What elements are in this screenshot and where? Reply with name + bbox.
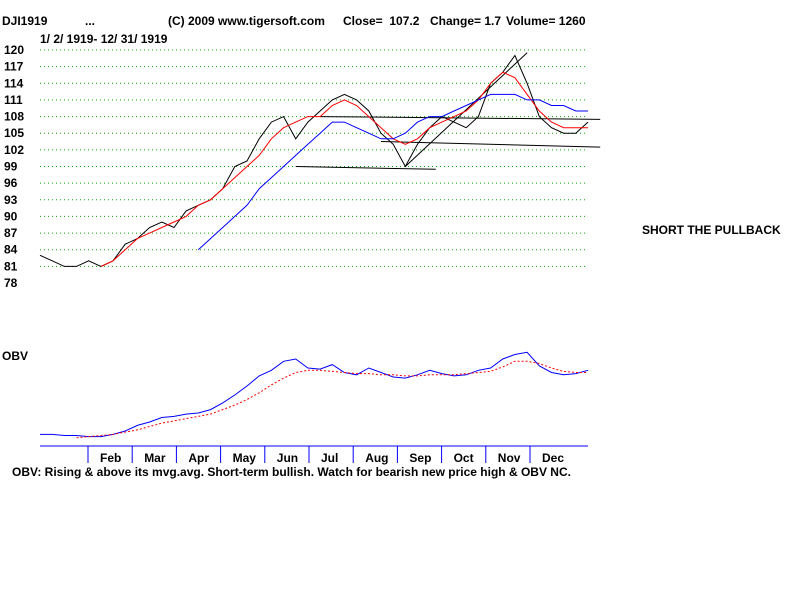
volume-label: Volume= 1260 [506, 14, 586, 28]
symbol-label: DJI1919 [2, 14, 48, 28]
y-tick-105: 105 [4, 126, 24, 140]
month-label-Oct: Oct [454, 451, 474, 465]
month-axis: Feb Mar Apr May Jun Jul Aug Sep Oct Nov Dec [40, 445, 588, 465]
y-tick-111: 111 [4, 93, 23, 107]
date-range-label: 1/ 2/ 1919- 12/ 31/ 1919 [40, 32, 168, 46]
short-the-pullback-annotation: SHORT THE PULLBACK [642, 223, 781, 237]
y-tick-120: 120 [4, 43, 24, 57]
obv-line [40, 351, 589, 438]
month-label-May: May [233, 451, 257, 465]
trend-lines [295, 52, 601, 170]
month-label-Aug: Aug [365, 451, 388, 465]
y-tick-108: 108 [4, 110, 24, 124]
y-tick-102: 102 [4, 143, 24, 157]
y-tick-84: 84 [4, 243, 18, 257]
long-ma-line [197, 93, 588, 251]
month-label-Apr: Apr [188, 451, 209, 465]
y-axis-labels: 120 117 114 111 108 105 102 99 96 93 90 87 84 81 78 [4, 43, 24, 290]
y-tick-81: 81 [4, 259, 18, 273]
obv-label: OBV [2, 349, 29, 363]
y-tick-99: 99 [4, 160, 18, 174]
trend-line-autumn-rise [404, 52, 528, 167]
trend-line-lower-channel [380, 141, 601, 148]
obv-ma-line [76, 360, 588, 439]
close-label: Close= 107.2 [343, 14, 420, 28]
y-tick-90: 90 [4, 209, 18, 223]
short-ma-line [100, 71, 588, 267]
month-label-Mar: Mar [144, 451, 166, 465]
copyright-label: (C) 2009 www.tigersoft.com [168, 14, 325, 28]
month-label-Nov: Nov [498, 451, 521, 465]
y-tick-78: 78 [4, 276, 18, 290]
y-tick-114: 114 [4, 76, 24, 90]
month-label-Jun: Jun [277, 451, 298, 465]
grid-lines [40, 49, 588, 267]
y-tick-96: 96 [4, 176, 18, 190]
month-label-Sep: Sep [409, 451, 431, 465]
price-panel [39, 54, 589, 267]
obv-panel [40, 351, 589, 439]
y-tick-93: 93 [4, 193, 18, 207]
month-label-Dec: Dec [542, 451, 564, 465]
month-label-Feb: Feb [100, 451, 121, 465]
change-label: Change= 1.7 [430, 14, 502, 28]
month-label-Jul: Jul [321, 451, 338, 465]
dots-label: ... [85, 14, 96, 28]
obv-comment: OBV: Rising & above its mvg.avg. Short-t… [12, 465, 571, 479]
price-line [39, 54, 589, 267]
y-tick-87: 87 [4, 226, 18, 240]
trend-line-summer-support [295, 166, 436, 170]
trend-line-upper-channel [320, 116, 601, 120]
y-tick-117: 117 [4, 60, 24, 74]
